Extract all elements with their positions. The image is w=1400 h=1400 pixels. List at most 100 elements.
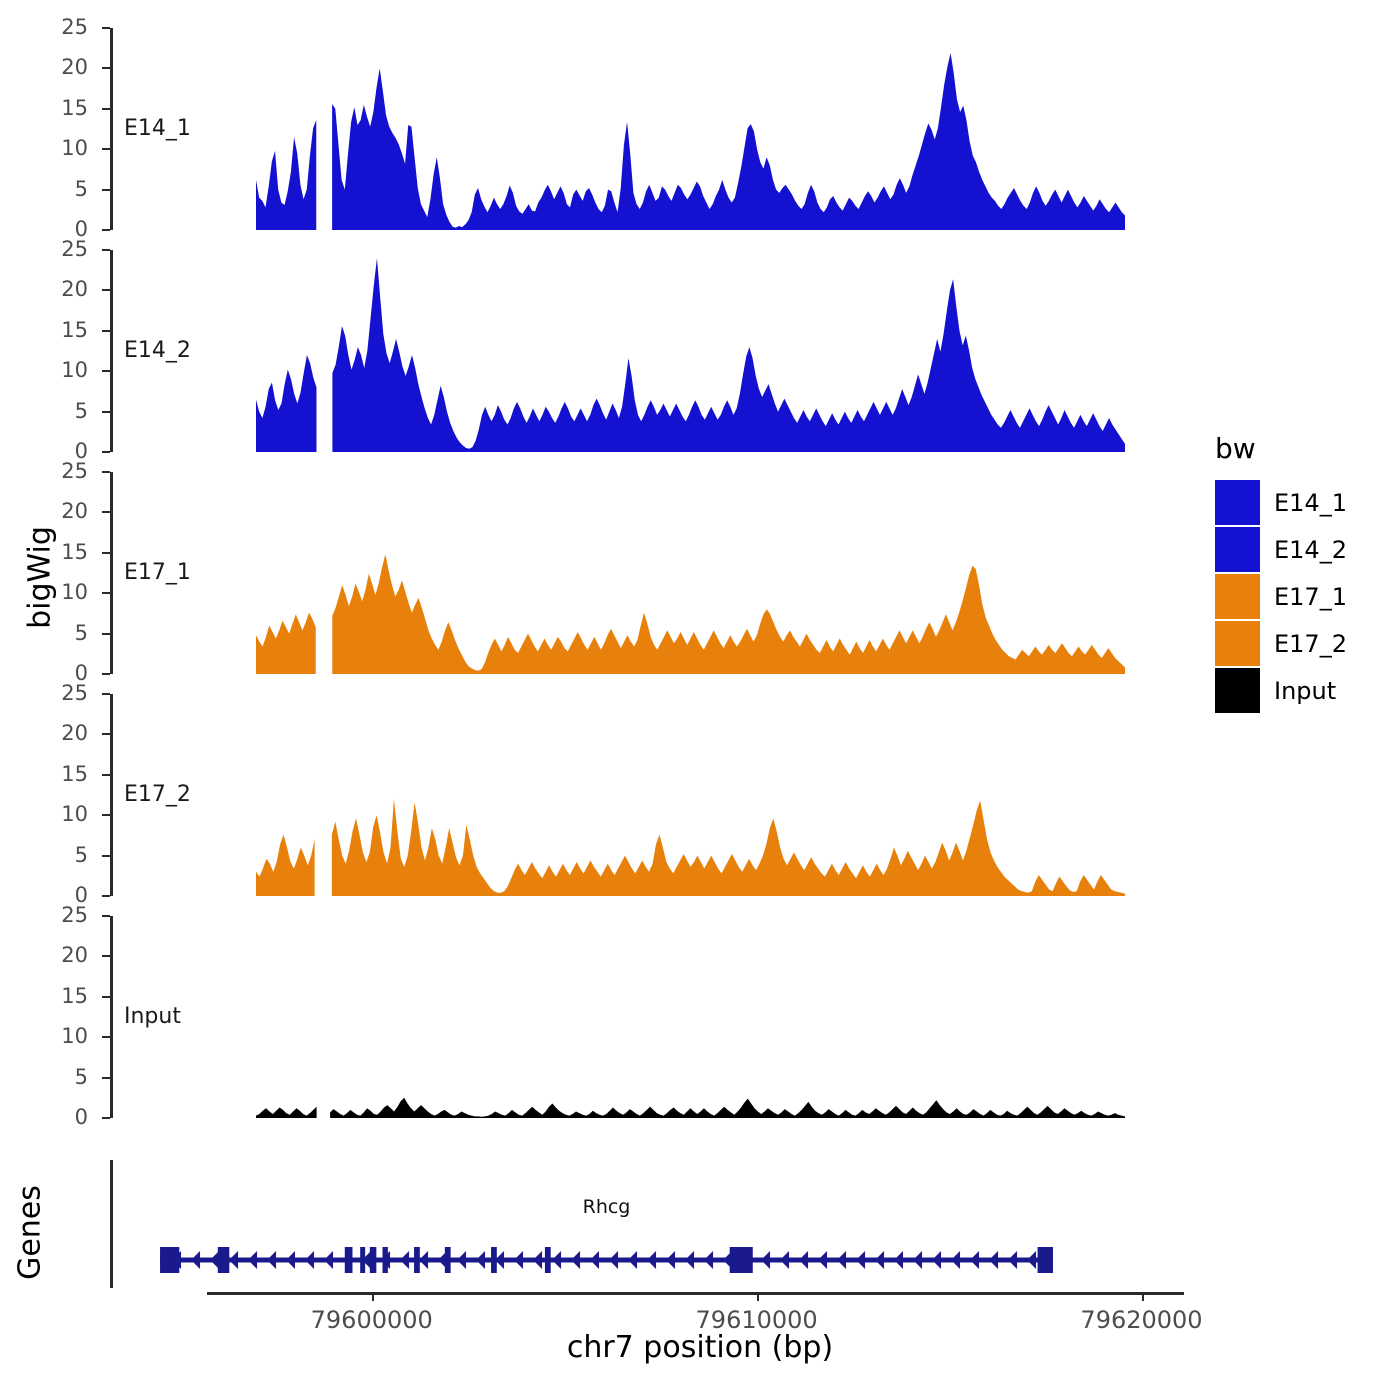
- x-tick: [756, 1292, 759, 1301]
- gene-exon: [491, 1247, 497, 1273]
- y-tick-label: 15: [61, 317, 88, 342]
- coverage-area-segment: [256, 834, 315, 896]
- x-tick-label: 79620000: [1080, 1306, 1203, 1334]
- y-tick-label: 20: [61, 277, 88, 302]
- y-tick-label: 0: [74, 1105, 88, 1129]
- y-tick-label: 20: [61, 55, 88, 80]
- y-tick: [102, 410, 110, 413]
- legend-color-swatch: [1215, 574, 1260, 619]
- strand-arrow-icon: [951, 1251, 961, 1269]
- coverage-panel-input: 0 5 10 15 20 25 Input: [0, 903, 1400, 1129]
- y-tick: [102, 289, 110, 292]
- strand-arrow-icon: [761, 1251, 771, 1269]
- legend-item-input[interactable]: Input: [1215, 667, 1395, 714]
- y-tick-label: 0: [74, 217, 88, 241]
- y-axis-line: [110, 916, 113, 1118]
- y-tick: [102, 1076, 110, 1079]
- coverage-area-segment: [256, 120, 317, 230]
- coverage-area-segment: [256, 355, 317, 452]
- y-tick: [102, 693, 110, 695]
- genes-panel: Rhcg: [0, 1160, 1400, 1295]
- gene-exon: [360, 1247, 366, 1273]
- y-tick: [102, 995, 110, 998]
- gene-exon: [444, 1247, 451, 1273]
- strand-arrow-icon: [704, 1251, 714, 1269]
- strand-arrow-icon: [552, 1251, 562, 1269]
- legend-label: E17_2: [1274, 629, 1347, 658]
- coverage-area-segment: [332, 554, 1125, 674]
- coverage-area-segment: [332, 258, 1125, 452]
- gene-exon: [369, 1247, 377, 1273]
- strand-arrow-icon: [856, 1251, 866, 1269]
- gene-exon: [217, 1247, 230, 1273]
- panel-label-input: Input: [124, 1004, 181, 1029]
- y-axis-line: [110, 472, 113, 674]
- legend-item-e17_2[interactable]: E17_2: [1215, 620, 1395, 667]
- genes-axis-line: [110, 1160, 113, 1288]
- legend-color-swatch: [1215, 668, 1260, 713]
- strand-arrow-icon: [780, 1251, 790, 1269]
- x-tick-label: 79610000: [695, 1306, 818, 1334]
- y-tick-label: 25: [61, 681, 88, 705]
- strand-arrow-icon: [457, 1251, 467, 1269]
- gene-exon: [382, 1247, 388, 1273]
- legend-color-swatch: [1215, 621, 1260, 666]
- y-tick-label: 5: [74, 398, 88, 423]
- coverage-plot-area: [110, 694, 1180, 896]
- panel-label-e14_1: E14_1: [124, 116, 191, 141]
- y-tick-label: 0: [74, 661, 88, 685]
- strand-arrow-icon: [875, 1251, 885, 1269]
- y-tick: [102, 733, 110, 736]
- gene-exon: [729, 1247, 753, 1273]
- y-tick: [102, 329, 110, 332]
- strand-arrow-icon: [609, 1251, 619, 1269]
- x-tick: [371, 1292, 374, 1301]
- strand-arrow-icon: [799, 1251, 809, 1269]
- strand-arrow-icon: [894, 1251, 904, 1269]
- y-tick: [102, 1036, 110, 1039]
- coverage-area-segment: [256, 1106, 317, 1118]
- y-tick-label: 10: [61, 136, 88, 161]
- gene-model[interactable]: [0, 1160, 1400, 1295]
- strand-arrow-icon: [970, 1251, 980, 1269]
- y-tick: [102, 370, 110, 373]
- y-tick-label: 10: [61, 1024, 88, 1049]
- strand-arrow-icon: [913, 1251, 923, 1269]
- gene-exon: [160, 1247, 180, 1273]
- gene-exon: [1037, 1247, 1053, 1273]
- strand-arrow-icon: [438, 1251, 448, 1269]
- x-axis-line: [207, 1292, 1184, 1295]
- gene-exon: [344, 1247, 353, 1273]
- coverage-panel-e17_1: 0 5 10 15 20 25 E17_1: [0, 459, 1400, 685]
- strand-arrow-icon: [191, 1251, 201, 1269]
- coverage-area-chart: [256, 554, 1125, 674]
- y-tick-label: 5: [74, 1064, 88, 1089]
- strand-arrow-icon: [400, 1251, 410, 1269]
- strand-arrow-icon: [818, 1251, 828, 1269]
- y-tick: [102, 27, 110, 29]
- coverage-area-chart: [256, 258, 1125, 452]
- legend-color-swatch: [1215, 527, 1260, 572]
- y-tick: [102, 451, 110, 453]
- coverage-area-chart: [256, 799, 1125, 896]
- y-tick: [102, 814, 110, 817]
- y-tick: [102, 592, 110, 595]
- legend-item-e17_1[interactable]: E17_1: [1215, 573, 1395, 620]
- legend-item-e14_2[interactable]: E14_2: [1215, 526, 1395, 573]
- strand-arrow-icon: [647, 1251, 657, 1269]
- legend: bw E14_1 E14_2 E17_1 E17_2 Input: [1215, 432, 1395, 714]
- x-axis-title: chr7 position (bp): [566, 1330, 834, 1365]
- y-tick-label: 10: [61, 580, 88, 605]
- panel-label-e14_2: E14_2: [124, 338, 191, 363]
- coverage-plot-area: [110, 28, 1180, 230]
- strand-arrow-icon: [229, 1251, 239, 1269]
- y-tick: [102, 895, 110, 897]
- gene-intron-line: [160, 1257, 1053, 1263]
- y-tick: [102, 511, 110, 514]
- strand-arrow-icon: [571, 1251, 581, 1269]
- y-axis-line: [110, 28, 113, 230]
- legend-item-e14_1[interactable]: E14_1: [1215, 479, 1395, 526]
- strand-arrow-icon: [514, 1251, 524, 1269]
- y-tick-label: 15: [61, 983, 88, 1008]
